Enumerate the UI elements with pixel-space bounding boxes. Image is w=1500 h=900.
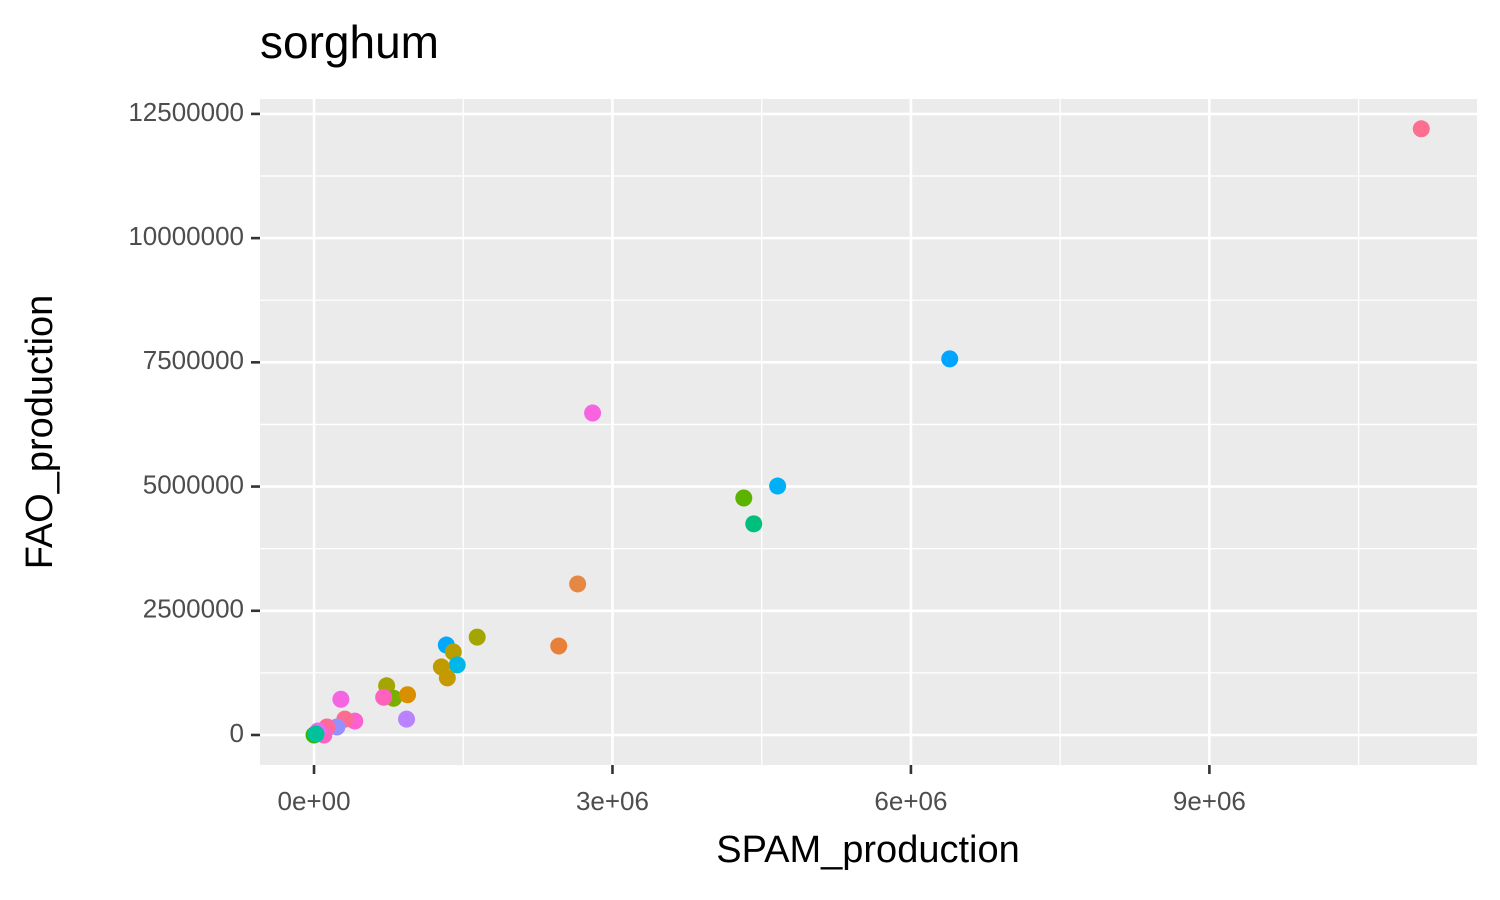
point: [444, 643, 462, 661]
point: [941, 350, 959, 368]
point: [468, 628, 486, 646]
x-axis-title: SPAM_production: [716, 829, 1019, 871]
y-tick-label: 10000000: [128, 221, 244, 251]
y-tick-label: 2500000: [143, 594, 244, 624]
point: [399, 686, 417, 704]
chart-title: sorghum: [260, 16, 439, 68]
point: [550, 637, 568, 655]
x-tick-label: 3e+06: [576, 786, 649, 816]
point: [375, 688, 393, 706]
y-tick-label: 12500000: [128, 97, 244, 127]
y-tick-label: 0: [230, 718, 244, 748]
y-tick-label: 5000000: [143, 469, 244, 499]
point: [769, 477, 787, 495]
point: [398, 710, 416, 728]
y-tick-label: 7500000: [143, 345, 244, 375]
point: [745, 515, 763, 533]
point: [1412, 120, 1430, 138]
points: [305, 120, 1430, 744]
point: [584, 404, 602, 422]
axes: 0 2500000 5000000 7500000 10000000 12500000 0e…: [128, 97, 1246, 816]
point: [569, 575, 587, 593]
point: [307, 725, 325, 743]
y-axis-title: FAO_production: [19, 295, 61, 570]
point: [448, 656, 466, 674]
x-tick-label: 0e+00: [278, 786, 351, 816]
point: [735, 489, 753, 507]
point: [332, 690, 350, 708]
point: [438, 669, 456, 687]
grid: [260, 99, 1477, 765]
x-tick-label: 9e+06: [1173, 786, 1246, 816]
x-tick-label: 6e+06: [874, 786, 947, 816]
